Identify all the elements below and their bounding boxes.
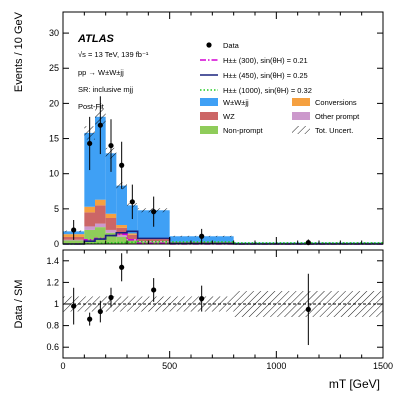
stack-bar-wz: [127, 234, 138, 240]
legend-swatch-tot-uncert: [292, 126, 310, 134]
stack-bar-w-w-jj: [116, 185, 127, 226]
ratio-y-tick-label: 1: [54, 299, 59, 309]
ratio-point: [199, 296, 205, 302]
legend-label-non-prompt: Non-prompt: [223, 126, 264, 135]
stack-bar-conversions: [95, 199, 106, 206]
stack-bar-other-prompt: [95, 223, 106, 228]
legend-swatch-wz: [200, 112, 218, 120]
ratio-plot: 0.6 0.8 1 1.2 1.4 0 500 1000 1500 Data / SM mT …: [13, 249, 393, 391]
stack-bar-non-prompt: [105, 232, 117, 244]
stack-bar-wz: [105, 217, 117, 230]
main-y-tick-label: 30: [49, 28, 59, 38]
ratio-point: [305, 306, 311, 312]
ratio-y-axis-label: Data / SM: [13, 280, 25, 329]
stack-bar-w-w-jj: [127, 205, 138, 234]
stack-bar-wz: [95, 205, 106, 224]
data-point: [119, 162, 125, 168]
ratio-point: [108, 294, 114, 301]
legend-label-h-450-sin-h-0-25: H±± (450), sin(θH) = 0.25: [223, 71, 308, 80]
stack-bar-wz: [84, 212, 95, 227]
ratio-point: [151, 287, 157, 293]
stack-bar-w-w-jj: [105, 153, 117, 214]
region-label: SR: inclusive mjj: [78, 85, 133, 94]
stack-bar-other-prompt: [137, 241, 170, 242]
data-point: [97, 122, 103, 128]
legend-label-tot-uncert: Tot. Uncert.: [315, 126, 353, 135]
main-y-tick-label: 0: [54, 239, 59, 249]
legend-swatch-data: [206, 42, 212, 48]
stack-bar-other-prompt: [63, 239, 85, 241]
data-point: [151, 209, 157, 215]
stack-bar-conversions: [116, 225, 127, 228]
ratio-y-tick-label: 0.6: [46, 342, 59, 352]
legend-label-h-1000-sin-h-0-32: H±± (1000), sin(θH) = 0.32: [223, 86, 312, 95]
stack-bar-non-prompt: [84, 229, 95, 244]
stack-bar-other-prompt: [84, 226, 95, 230]
legend-swatch-w-w-jj: [200, 98, 218, 106]
x-tick-label: 500: [162, 361, 177, 371]
stack-bar-wz: [137, 239, 170, 242]
legend-label-other-prompt: Other prompt: [315, 112, 360, 121]
legend-label-h-300-sin-h-0-21: H±± (300), sin(θH) = 0.21: [223, 56, 308, 65]
stack-bar-other-prompt: [105, 229, 117, 233]
main-y-tick-label: 25: [49, 63, 59, 73]
energy-lumi-label: √s = 13 TeV, 139 fb⁻¹: [78, 50, 149, 59]
signal-line-h-1000-sin-h-0-32: [63, 240, 383, 245]
stack-bar-non-prompt: [95, 227, 106, 244]
legend-label-wz: WZ: [223, 112, 235, 121]
atlas-label: ATLAS: [77, 33, 115, 45]
ratio-point: [119, 264, 125, 270]
stack-bar-w-w-jj: [95, 116, 106, 200]
fit-label: Post-Fit: [78, 102, 105, 111]
stack-bar-conversions: [84, 206, 95, 213]
stack-bar-conversions: [127, 233, 138, 235]
main-y-tick-label: 5: [54, 204, 59, 214]
legend-label-w-w-jj: W±W±jj: [223, 98, 249, 107]
legend-label-data: Data: [223, 41, 240, 50]
main-plot: 0 5 10 15 20 25 30 Events / 10 GeV ATLAS √s = …: [13, 11, 384, 249]
data-point: [129, 199, 135, 205]
main-y-tick-label: 20: [49, 98, 59, 108]
signal-line-h-450-sin-h-0-25: [63, 230, 383, 245]
stack-bar-non-prompt: [137, 241, 170, 244]
x-tick-label: 0: [60, 361, 65, 371]
stack-bar-wz: [116, 227, 127, 235]
main-frame: [62, 11, 384, 245]
ratio-point: [71, 303, 77, 309]
legend-label-conversions: Conversions: [315, 98, 357, 107]
data-point: [71, 227, 77, 233]
stack-bar-other-prompt: [116, 234, 127, 237]
legend-swatch-conversions: [292, 98, 310, 106]
ratio-y-tick-label: 1.2: [46, 277, 59, 287]
main-y-tick-label: 10: [49, 169, 59, 179]
main-y-axis-label: Events / 10 GeV: [13, 11, 25, 92]
legend-swatch-other-prompt: [292, 112, 310, 120]
stack-bar-non-prompt: [116, 236, 127, 244]
stack-bar-non-prompt: [63, 240, 85, 244]
x-tick-label: 1500: [373, 361, 393, 371]
data-point: [108, 142, 114, 149]
x-tick-label: 1000: [266, 361, 286, 371]
stack-bar-conversions: [105, 213, 117, 218]
ratio-point: [87, 316, 93, 322]
legend-swatch-non-prompt: [200, 126, 218, 134]
ratio-y-tick-label: 0.8: [46, 321, 59, 331]
data-point: [199, 233, 205, 239]
legend: Data H±± (300), sin(θH) = 0.21 H±± (450), …: [200, 41, 360, 135]
ratio-y-tick-label: 1.4: [46, 256, 59, 266]
main-y-tick-label: 15: [49, 134, 59, 144]
process-label: pp → W±W±jj: [78, 68, 124, 77]
x-axis-label: mT [GeV]: [329, 377, 380, 391]
data-point: [87, 140, 93, 147]
ratio-point: [97, 308, 103, 315]
